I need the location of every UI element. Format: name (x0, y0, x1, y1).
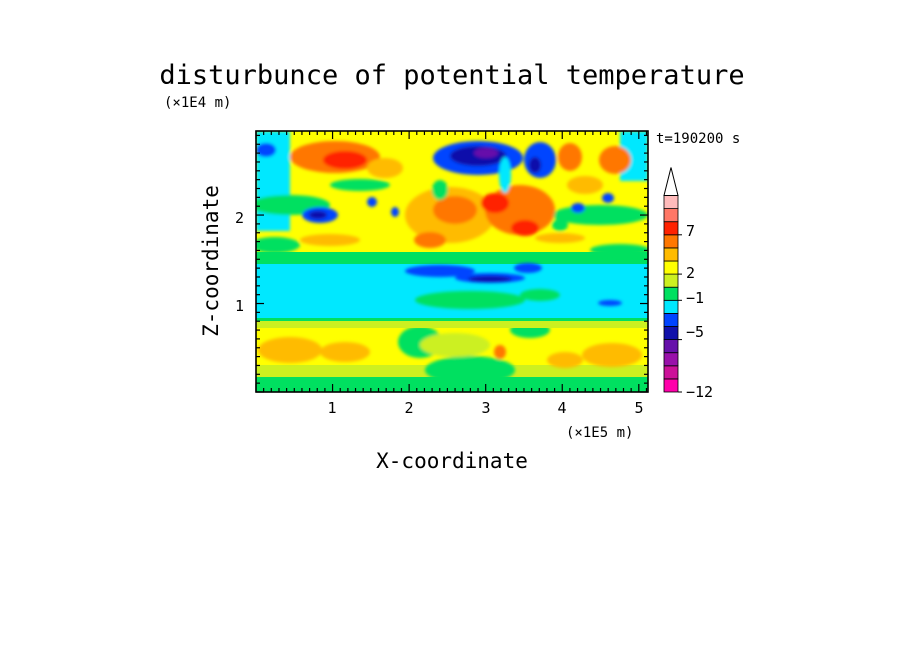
upper-warm-plume-core (481, 193, 509, 213)
low-warm-cell (494, 345, 506, 359)
colorbar-bin (663, 299, 679, 314)
upper-cold-core (571, 203, 585, 213)
colorbar-bin (663, 339, 679, 354)
upper-warm-plume-core (511, 220, 539, 236)
upper-warm-core (323, 151, 367, 169)
upper-cold-core (391, 207, 399, 217)
cool-dark-core (468, 276, 512, 282)
colorbar-label-minus5: −5 (686, 323, 704, 341)
colorbar (663, 167, 682, 393)
upper-cyan-gap (432, 180, 448, 200)
upper-cold-core-inner (529, 157, 541, 173)
x-tick-label-5: 5 (634, 399, 643, 417)
x-tick-label-4: 4 (557, 399, 566, 417)
colorbar-bin (663, 234, 679, 249)
x-axis-label: X-coordinate (376, 449, 528, 473)
upper-warm-cell (567, 176, 603, 194)
colorbar-label-minus12: −12 (686, 383, 713, 401)
upper-cyan-gap (499, 157, 511, 193)
plot-area (256, 131, 648, 392)
colorbar-bin (663, 273, 679, 288)
low-warm-cell (547, 352, 583, 368)
colorbar-bin (663, 378, 679, 393)
lower-transition-green (256, 316, 648, 321)
y-axis-label: Z-coordinate (199, 185, 223, 337)
low-layer-structures (258, 322, 642, 384)
cool-band-green-edge (256, 252, 648, 264)
colorbar-label-minus1: −1 (686, 289, 704, 307)
low-warm-cell (320, 342, 370, 362)
upper-layer-structures (256, 131, 648, 256)
upper-warm-plume-core (414, 232, 446, 248)
colorbar-bin (663, 352, 679, 367)
colorbar-label-2: 2 (686, 264, 695, 282)
low-warm-cell (582, 343, 642, 367)
y-tick-label-2: 2 (235, 209, 244, 227)
colorbar-bin (663, 365, 679, 380)
upper-green-sheet (330, 179, 390, 191)
low-yellowgreen-streak (420, 333, 490, 357)
colorbar-extend-arrow (663, 167, 679, 196)
colorbar-bin (663, 208, 679, 223)
colorbar-bin (663, 260, 679, 275)
cool-green-patch (415, 291, 525, 309)
colorbar-bin (663, 286, 679, 301)
low-green-streak (425, 356, 515, 384)
x-tick-label-3: 3 (481, 399, 490, 417)
y-tick-label-1: 1 (235, 297, 244, 315)
chart-title: disturbunce of potential temperature (159, 60, 744, 91)
colorbar-bin (663, 312, 679, 327)
upper-cold-core-inner (309, 211, 327, 219)
axis-ticks (255, 131, 648, 393)
plot-frame (255, 130, 649, 393)
upper-cold-core (367, 197, 377, 207)
upper-warm-cell (367, 158, 403, 178)
lower-transition-yellowgreen (256, 318, 648, 328)
upper-cyan-gap (552, 219, 568, 231)
upper-green-sheet (590, 244, 648, 256)
low-warm-cell (258, 337, 322, 363)
upper-warm-cell (300, 234, 360, 246)
upper-cold-core (256, 143, 276, 157)
cool-green-patch (520, 289, 560, 301)
cool-band-structures (405, 263, 622, 309)
upper-warm-cell (558, 143, 582, 171)
upper-cold-core-darkest (474, 148, 498, 158)
colorbar-bin (663, 247, 679, 262)
colorbar-bin (663, 195, 679, 210)
upper-cold-core (602, 193, 614, 203)
upper-warm-cell (535, 233, 585, 243)
cool-blue-streak (514, 263, 542, 273)
colorbar-bin (663, 326, 679, 341)
y-unit-label: (×1E4 m) (164, 95, 231, 111)
cool-blue-streak (405, 265, 475, 277)
colorbar-bin (663, 221, 679, 236)
upper-warm-cell (599, 146, 631, 174)
upper-warm-plume-core (433, 196, 477, 224)
x-tick-label-1: 1 (327, 399, 336, 417)
upper-cold-core (524, 142, 556, 178)
x-unit-label: (×1E5 m) (566, 425, 633, 441)
time-label: t=190200 s (656, 131, 740, 147)
colorbar-label-7: 7 (686, 222, 695, 240)
cool-blue-streak (598, 300, 622, 306)
upper-green-sheet (256, 237, 300, 253)
x-tick-label-2: 2 (404, 399, 413, 417)
